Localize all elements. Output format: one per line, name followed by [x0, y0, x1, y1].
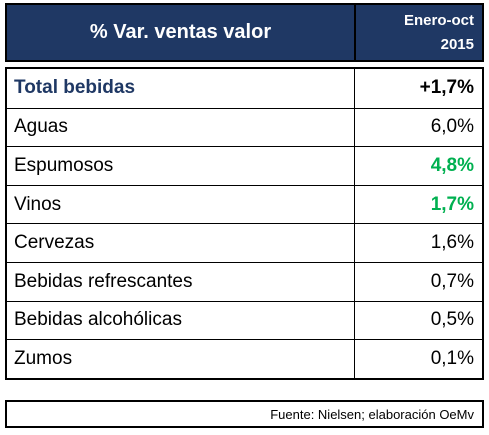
table-row: Espumosos 4,8% — [7, 146, 482, 185]
table-header: % Var. ventas valor Enero-oct 2015 — [5, 3, 484, 62]
row-label: Aguas — [7, 108, 355, 147]
source-note: Fuente: Nielsen; elaboración OeMv — [5, 400, 484, 428]
row-label: Bebidas refrescantes — [7, 262, 355, 301]
table-row: Vinos 1,7% — [7, 184, 482, 224]
table-title: % Var. ventas valor — [7, 5, 356, 60]
row-label: Bebidas alcohólicas — [7, 301, 355, 340]
row-value: 0,1% — [430, 347, 474, 369]
row-label: Espumosos — [7, 147, 355, 185]
row-value: +1,7% — [419, 77, 474, 99]
row-value: 6,0% — [430, 116, 474, 138]
table-row: Cervezas 1,6% — [7, 223, 482, 262]
row-label: Zumos — [7, 340, 355, 378]
row-value: 0,7% — [430, 270, 474, 292]
row-value: 1,7% — [430, 193, 474, 215]
table-row: Aguas 6,0% — [7, 107, 482, 147]
row-value: 1,6% — [430, 232, 474, 254]
data-table: Total bebidas +1,7% Aguas 6,0% Espumosos… — [5, 67, 484, 380]
table-row: Bebidas alcohólicas 0,5% — [7, 300, 482, 340]
period-year: 2015 — [440, 35, 474, 53]
table-row: Zumos 0,1% — [7, 339, 482, 378]
row-label: Total bebidas — [7, 69, 355, 108]
table-row: Bebidas refrescantes 0,7% — [7, 261, 482, 301]
period-label: Enero-oct — [403, 11, 474, 29]
row-value: 0,5% — [430, 309, 474, 331]
row-value: 4,8% — [430, 154, 474, 176]
period-header: Enero-oct 2015 — [356, 5, 482, 60]
row-label: Vinos — [7, 185, 355, 224]
table-row: Total bebidas +1,7% — [7, 69, 482, 108]
row-label: Cervezas — [7, 224, 355, 262]
